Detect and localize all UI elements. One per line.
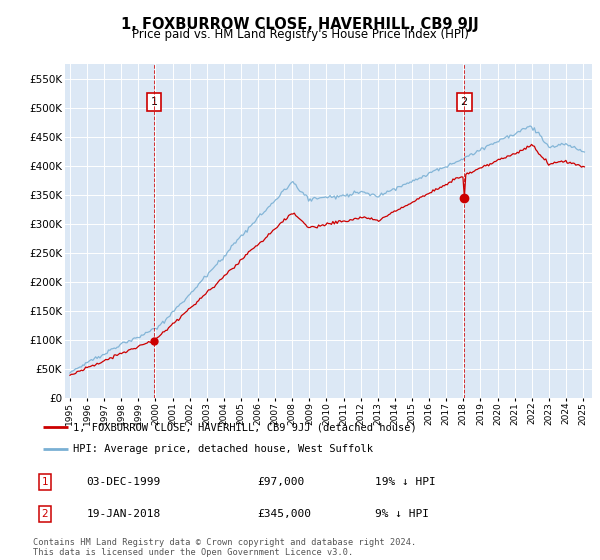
Text: £345,000: £345,000 bbox=[257, 509, 311, 519]
Text: 1, FOXBURROW CLOSE, HAVERHILL, CB9 9JJ: 1, FOXBURROW CLOSE, HAVERHILL, CB9 9JJ bbox=[121, 17, 479, 32]
Text: 19% ↓ HPI: 19% ↓ HPI bbox=[375, 477, 436, 487]
Text: 1: 1 bbox=[151, 97, 158, 107]
Text: 2: 2 bbox=[461, 97, 468, 107]
Text: 03-DEC-1999: 03-DEC-1999 bbox=[86, 477, 161, 487]
Text: HPI: Average price, detached house, West Suffolk: HPI: Average price, detached house, West… bbox=[73, 444, 373, 454]
Text: 9% ↓ HPI: 9% ↓ HPI bbox=[375, 509, 429, 519]
Text: Contains HM Land Registry data © Crown copyright and database right 2024.
This d: Contains HM Land Registry data © Crown c… bbox=[33, 538, 416, 557]
Text: £97,000: £97,000 bbox=[257, 477, 305, 487]
Text: 1: 1 bbox=[41, 477, 48, 487]
Text: 2: 2 bbox=[41, 509, 48, 519]
Text: Price paid vs. HM Land Registry's House Price Index (HPI): Price paid vs. HM Land Registry's House … bbox=[131, 28, 469, 41]
Text: 1, FOXBURROW CLOSE, HAVERHILL, CB9 9JJ (detached house): 1, FOXBURROW CLOSE, HAVERHILL, CB9 9JJ (… bbox=[73, 422, 417, 432]
Text: 19-JAN-2018: 19-JAN-2018 bbox=[86, 509, 161, 519]
